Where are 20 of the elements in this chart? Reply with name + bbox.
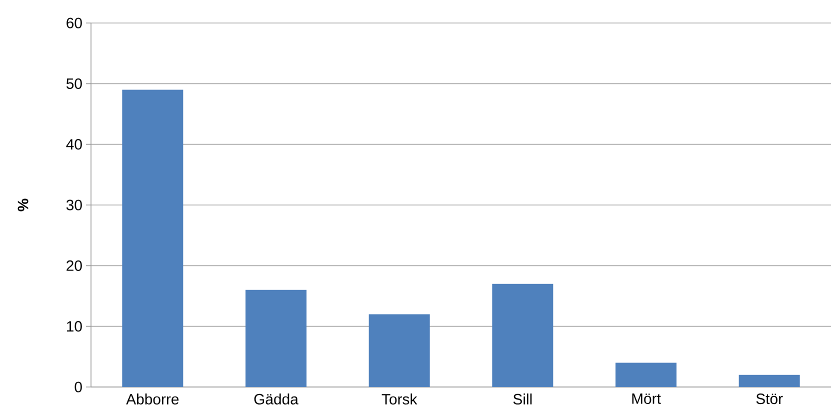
y-tick-label: 30: [66, 200, 82, 210]
x-tick-label: Sill: [513, 394, 532, 404]
x-tick-label: Stör: [756, 394, 783, 404]
bar: [122, 90, 184, 387]
y-tick-label: 10: [67, 321, 82, 332]
bar: [738, 374, 800, 387]
y-tick-label: 50: [66, 78, 82, 89]
y-axis-title: %: [18, 198, 28, 212]
y-tick-label: 40: [66, 139, 82, 150]
bar: [492, 284, 554, 387]
y-tick-label: 20: [66, 260, 82, 271]
x-tick-label: Abborre: [126, 394, 179, 404]
x-tick-label: Gädda: [254, 394, 298, 404]
x-tick-label: Torsk: [382, 394, 418, 404]
bar: [616, 362, 676, 387]
y-tick-label: 60: [66, 18, 82, 28]
bar: [368, 314, 430, 387]
bar: [246, 290, 306, 387]
y-tick-label: 0: [74, 382, 82, 392]
x-tick-label: Mört: [632, 394, 661, 404]
